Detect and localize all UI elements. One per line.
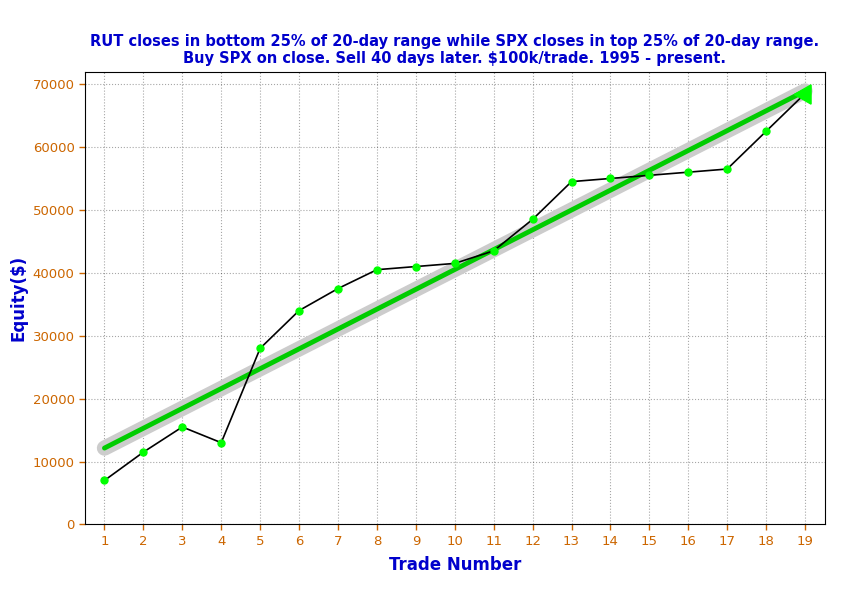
X-axis label: Trade Number: Trade Number [388, 556, 521, 574]
Title: RUT closes in bottom 25% of 20-day range while SPX closes in top 25% of 20-day r: RUT closes in bottom 25% of 20-day range… [90, 34, 819, 66]
Y-axis label: Equity($): Equity($) [9, 255, 27, 341]
